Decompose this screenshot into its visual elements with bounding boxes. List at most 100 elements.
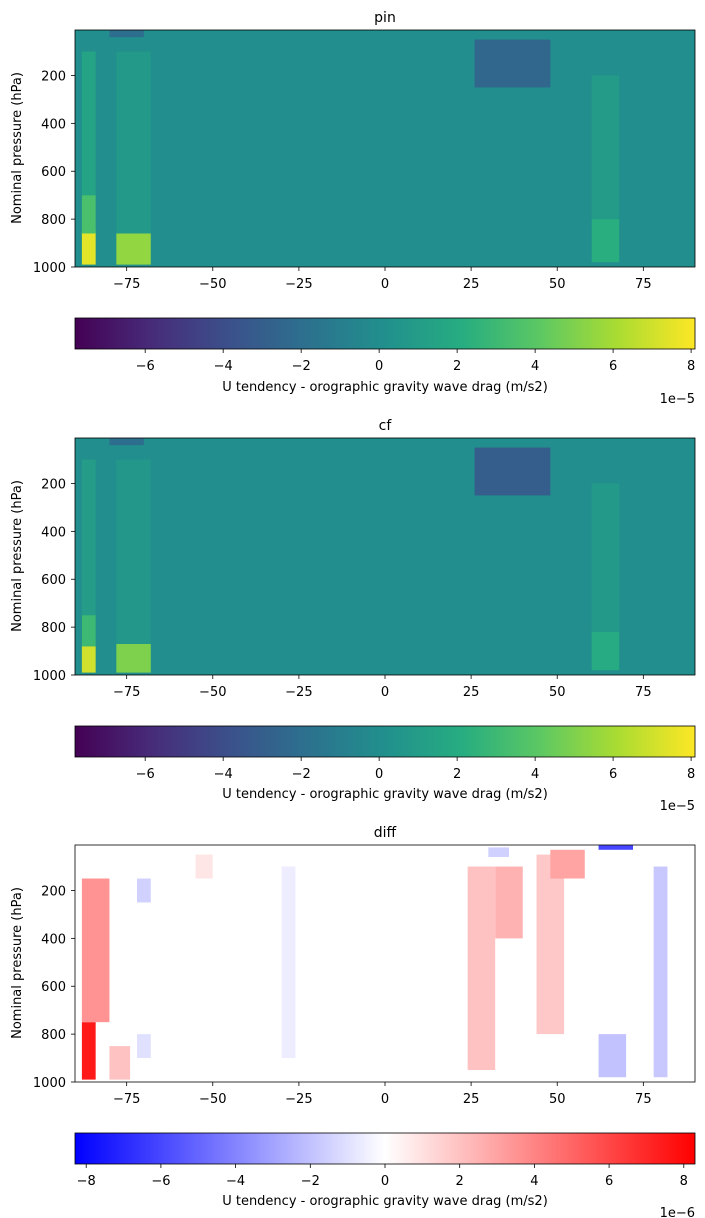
colorbar-tick-label: −4 [214,359,233,374]
x-tick-label: 0 [381,685,389,700]
heatmap-cell [81,1022,96,1080]
x-tick-label: 25 [463,1092,480,1107]
heatmap-cell [488,847,509,857]
colorbar-tick-label: 8 [687,767,695,782]
colorbar-tick-label: 6 [609,359,617,374]
y-tick-label: 200 [41,69,66,84]
heatmap-cell [591,75,620,220]
y-axis: 200 400 600 800 1000 [33,477,75,684]
heatmap-cell [195,854,213,879]
heatmap-cell [109,30,144,38]
colorbar-tick-label: −2 [301,1174,320,1189]
colorbar-gradient [74,317,696,350]
x-tick-label: 50 [549,277,566,292]
y-axis-label: Nominal pressure (hPa) [10,480,25,632]
heatmap-cell [81,878,110,1023]
y-tick-label: 1000 [33,261,66,276]
colorbar-tick-label: 0 [381,1174,389,1189]
x-tick-label: −50 [199,1092,226,1107]
heatmap-cell [467,866,496,1071]
panel-title: diff [374,825,397,841]
heatmap-cell [81,459,96,616]
colorbar-tick-label: −8 [77,1174,96,1189]
y-tick-label: 800 [41,213,66,228]
colorbar-label: U tendency - orographic gravity wave dra… [222,787,548,802]
heatmap-plot [75,845,695,1082]
heatmap-cell [550,849,585,879]
colorbar: −8 −6 −4 −2 0 2 4 6 8 U tendency - orographic gr… [74,1132,696,1218]
x-tick-label: −75 [113,277,140,292]
colorbar-ticks: −6 −4 −2 0 2 4 6 8 [136,349,695,374]
x-tick-label: 75 [635,685,652,700]
y-tick-label: 600 [41,165,66,180]
y-tick-label: 1000 [33,1076,66,1091]
heatmap-cell [81,195,96,234]
heatmap-background [75,845,695,1082]
colorbar-offset-text: 1e−6 [660,1206,695,1218]
colorbar-tick-label: −4 [226,1174,245,1189]
colorbar-tick-label: 2 [456,1174,464,1189]
y-tick-label: 600 [41,573,66,588]
colorbar-label: U tendency - orographic gravity wave dra… [222,1194,548,1209]
x-tick-label: 0 [381,1092,389,1107]
colorbar: −6 −4 −2 0 2 4 6 8 U tendency - orographic grav… [74,317,696,407]
y-tick-label: 600 [41,980,66,995]
x-axis: −75 −50 −25 0 25 50 75 [113,1082,652,1107]
colorbar: −6 −4 −2 0 2 4 6 8 U tendency - orographic grav… [74,725,696,814]
y-tick-label: 400 [41,525,66,540]
colorbar-tick-label: 4 [530,1174,538,1189]
heatmap-plot [75,30,695,267]
y-tick-label: 800 [41,1028,66,1043]
x-tick-label: −25 [285,1092,312,1107]
colorbar-tick-label: −6 [136,359,155,374]
y-tick-label: 400 [41,932,66,947]
y-axis-label: Nominal pressure (hPa) [10,887,25,1039]
colorbar-tick-label: 6 [609,767,617,782]
heatmap-cell [653,866,668,1078]
x-tick-label: 75 [635,277,652,292]
heatmap-cell [81,51,96,196]
x-tick-label: −50 [199,685,226,700]
colorbar-tick-label: 4 [531,359,539,374]
colorbar-tick-label: 6 [605,1174,613,1189]
x-tick-label: 25 [463,685,480,700]
colorbar-tick-label: 2 [453,767,461,782]
y-tick-label: 200 [41,477,66,492]
colorbar-label: U tendency - orographic gravity wave dra… [222,380,548,395]
colorbar-ticks: −6 −4 −2 0 2 4 6 8 [136,757,695,782]
heatmap-cell [109,1046,131,1080]
colorbar-tick-label: 2 [453,359,461,374]
heatmap-cell [116,51,151,234]
panel-diff: diff −75 −50 −25 0 25 50 75 200 400 600 800 1000 N… [10,825,696,1218]
y-axis: 200 400 600 800 1000 [33,884,75,1091]
heatmap-cell [137,1034,151,1059]
colorbar-offset-text: 1e−5 [660,799,695,814]
y-tick-label: 400 [41,117,66,132]
x-tick-label: 0 [381,277,389,292]
colorbar-ticks: −8 −6 −4 −2 0 2 4 6 8 [77,1164,688,1189]
x-tick-label: −75 [113,1092,140,1107]
colorbar-tick-label: −6 [151,1174,170,1189]
heatmap-cell [81,615,96,647]
panel-pin: pin −75 −50 −25 0 25 50 75 200 400 600 800 1000 No… [10,10,696,407]
colorbar-tick-label: −2 [292,767,311,782]
heatmap-cell [495,866,523,939]
x-tick-label: −25 [285,277,312,292]
panel-title: cf [379,418,393,434]
heatmap-cell [116,459,151,644]
heatmap-cell [591,219,620,263]
colorbar-tick-label: 0 [375,359,383,374]
x-tick-label: −50 [199,277,226,292]
colorbar-offset-text: 1e−5 [660,392,695,407]
heatmap-cell [109,438,144,446]
x-tick-label: −25 [285,685,312,700]
colorbar-tick-label: 4 [531,767,539,782]
heatmap-cell [137,878,151,903]
y-axis-label: Nominal pressure (hPa) [10,72,25,224]
heatmap-plot [75,438,695,675]
colorbar-tick-label: −2 [292,359,311,374]
y-tick-label: 800 [41,621,66,636]
x-tick-label: 75 [635,1092,652,1107]
colorbar-tick-label: 8 [680,1174,688,1189]
heatmap-cell [281,866,296,1059]
